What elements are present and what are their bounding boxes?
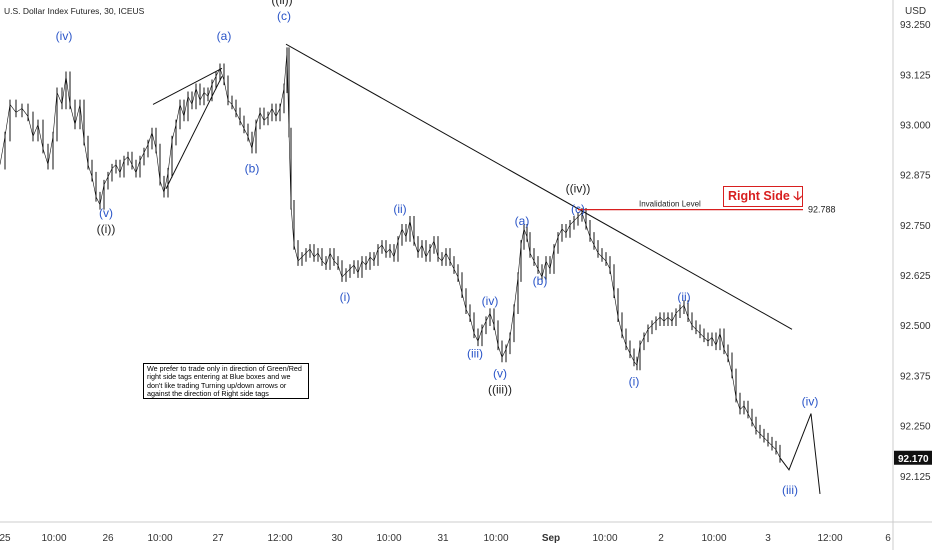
wave-label: (b): [533, 274, 548, 288]
wave-label: ((iii)): [488, 382, 512, 396]
y-tick-label: 92.125: [900, 472, 931, 483]
x-tick-label: 10:00: [592, 533, 617, 544]
currency-label: USD: [905, 6, 926, 17]
x-tick-label: 26: [102, 533, 114, 544]
x-tick-label: 10:00: [147, 533, 172, 544]
trading-note: We prefer to trade only in direction of …: [143, 363, 309, 399]
right-side-tag: Right Side 🡣: [723, 186, 803, 207]
x-tick-label: 31: [437, 533, 449, 544]
y-tick-label: 92.500: [900, 321, 931, 332]
wave-label: (iv): [482, 294, 499, 308]
x-tick-label: 10:00: [483, 533, 508, 544]
y-tick-label: 92.875: [900, 171, 931, 182]
invalidation-label: Invalidation Level: [639, 200, 701, 209]
wave-label: ((ii)): [271, 0, 292, 7]
y-tick-label: 93.250: [900, 20, 931, 31]
x-tick-label: 10:00: [41, 533, 66, 544]
y-tick-label: 92.375: [900, 371, 931, 382]
trend-line: [152, 67, 223, 105]
x-tick-label: 10:00: [376, 533, 401, 544]
wave-label: (iii): [782, 483, 798, 497]
wave-label: (a): [217, 29, 232, 43]
x-tick-label: 2: [658, 533, 664, 544]
right-side-label: Right Side: [728, 189, 790, 203]
wave-label: (i): [629, 374, 640, 388]
y-tick-label: 92.625: [900, 271, 931, 282]
wave-label: (c): [571, 202, 585, 216]
wave-label: (ii): [677, 290, 690, 304]
wave-label: (iv): [56, 29, 73, 43]
wave-label: (i): [340, 290, 351, 304]
x-tick-label: Sep: [542, 533, 560, 544]
x-tick-label: 3: [765, 533, 771, 544]
x-tick-label: 30: [331, 533, 343, 544]
y-tick-label: 93.125: [900, 70, 931, 81]
down-arrow-icon: 🡣: [793, 189, 803, 203]
chart-title: U.S. Dollar Index Futures, 30, ICEUS: [4, 6, 145, 16]
last-price-box: [894, 450, 932, 465]
wave-label: (ii): [393, 202, 406, 216]
invalidation-value: 92.788: [808, 205, 836, 215]
x-tick-label: 12:00: [267, 533, 292, 544]
wave-label: (iv): [802, 395, 819, 409]
wave-label: (iii): [467, 346, 483, 360]
wave-label: ((iv)): [566, 182, 591, 196]
last-price-label: 92.170: [898, 454, 929, 465]
y-tick-label: 93.000: [900, 120, 931, 131]
projection-path: [779, 413, 821, 494]
x-tick-label: 10:00: [701, 533, 726, 544]
x-tick-label: 25: [0, 533, 11, 544]
wave-label: (v): [99, 206, 113, 220]
y-tick-label: 92.750: [900, 221, 931, 232]
x-tick-label: 12:00: [817, 533, 842, 544]
wave-label: (c): [277, 9, 291, 23]
x-tick-label: 6: [885, 533, 891, 544]
wave-label: ((i)): [97, 222, 116, 236]
wave-label: (v): [493, 366, 507, 380]
y-tick-label: 92.250: [900, 422, 931, 433]
wave-label: (a): [515, 214, 530, 228]
x-tick-label: 27: [212, 533, 224, 544]
price-line: [0, 52, 781, 458]
trend-line: [165, 76, 223, 189]
trend-line: [285, 43, 793, 330]
wave-label: (b): [245, 162, 260, 176]
